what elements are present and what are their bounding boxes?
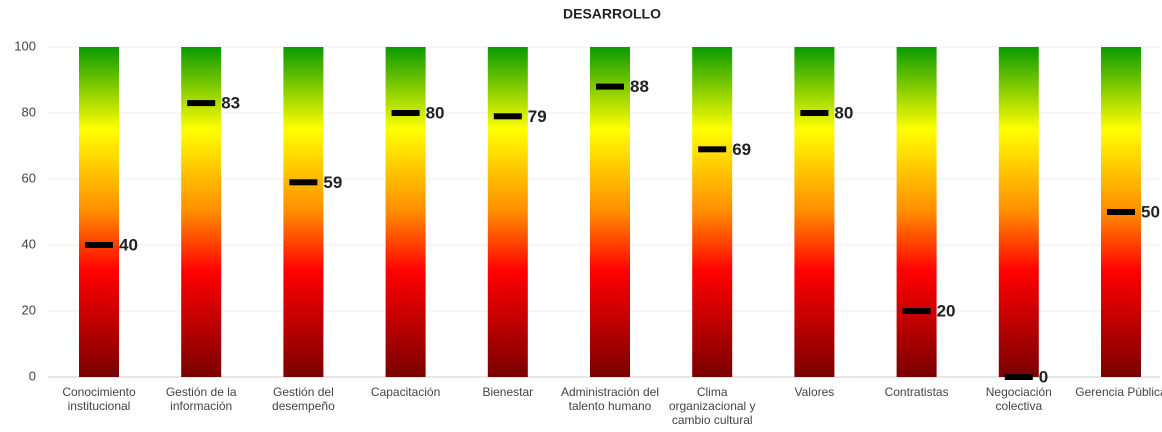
marker [800, 110, 829, 116]
value-label: 83 [221, 94, 240, 113]
marker [289, 179, 318, 186]
y-tick-label: 80 [22, 104, 36, 119]
y-tick-label: 40 [22, 236, 36, 251]
x-tick-label: Gestión de la información [165, 385, 237, 413]
x-tick-label: Gerencia Pública [1075, 385, 1162, 399]
x-tick-label: Contratistas [884, 385, 949, 399]
gauge-column [181, 47, 222, 377]
marker [493, 113, 522, 120]
x-tick-label: Conocimiento institucional [62, 385, 136, 413]
value-label: 69 [732, 140, 751, 159]
value-label: 40 [119, 235, 138, 254]
y-tick-label: 100 [14, 38, 36, 53]
x-tick-label: Administración del talento humano [560, 385, 660, 413]
gauge-column [385, 47, 426, 377]
x-tick-label: Gestión del desempeño [272, 385, 335, 413]
gauge-column [487, 47, 528, 377]
marker [596, 83, 624, 90]
gauge-column [283, 47, 324, 377]
gauge-column [896, 47, 937, 377]
marker [1107, 209, 1135, 215]
gauge-column [692, 47, 733, 377]
marker [1004, 374, 1033, 380]
y-tick-label: 20 [22, 302, 36, 317]
x-tick-label: Negociación colectiva [985, 385, 1052, 413]
marker [902, 308, 931, 314]
value-label: 50 [1141, 202, 1160, 221]
value-label: 20 [937, 301, 956, 320]
marker [85, 242, 113, 248]
y-tick-label: 60 [22, 170, 36, 185]
value-label: 80 [834, 103, 853, 122]
gauge-column [79, 47, 119, 377]
gauge-column [590, 47, 630, 377]
marker [391, 110, 420, 116]
chart-title: DESARROLLO [563, 6, 661, 22]
y-tick-label: 0 [29, 368, 36, 383]
value-label: 79 [528, 107, 547, 126]
gauge-column [794, 47, 835, 377]
value-label: 88 [630, 77, 649, 96]
marker [187, 100, 216, 107]
x-tick-label: Valores [794, 385, 835, 399]
value-label: 59 [323, 173, 342, 192]
x-tick-label: Capacitación [370, 385, 441, 399]
x-tick-label: Bienestar [482, 385, 534, 399]
marker [698, 146, 727, 153]
value-label: 0 [1039, 367, 1048, 386]
value-label: 80 [426, 103, 445, 122]
gauge-column [998, 47, 1039, 377]
x-tick-label: Clima organizacional y cambio cultural [668, 385, 756, 427]
